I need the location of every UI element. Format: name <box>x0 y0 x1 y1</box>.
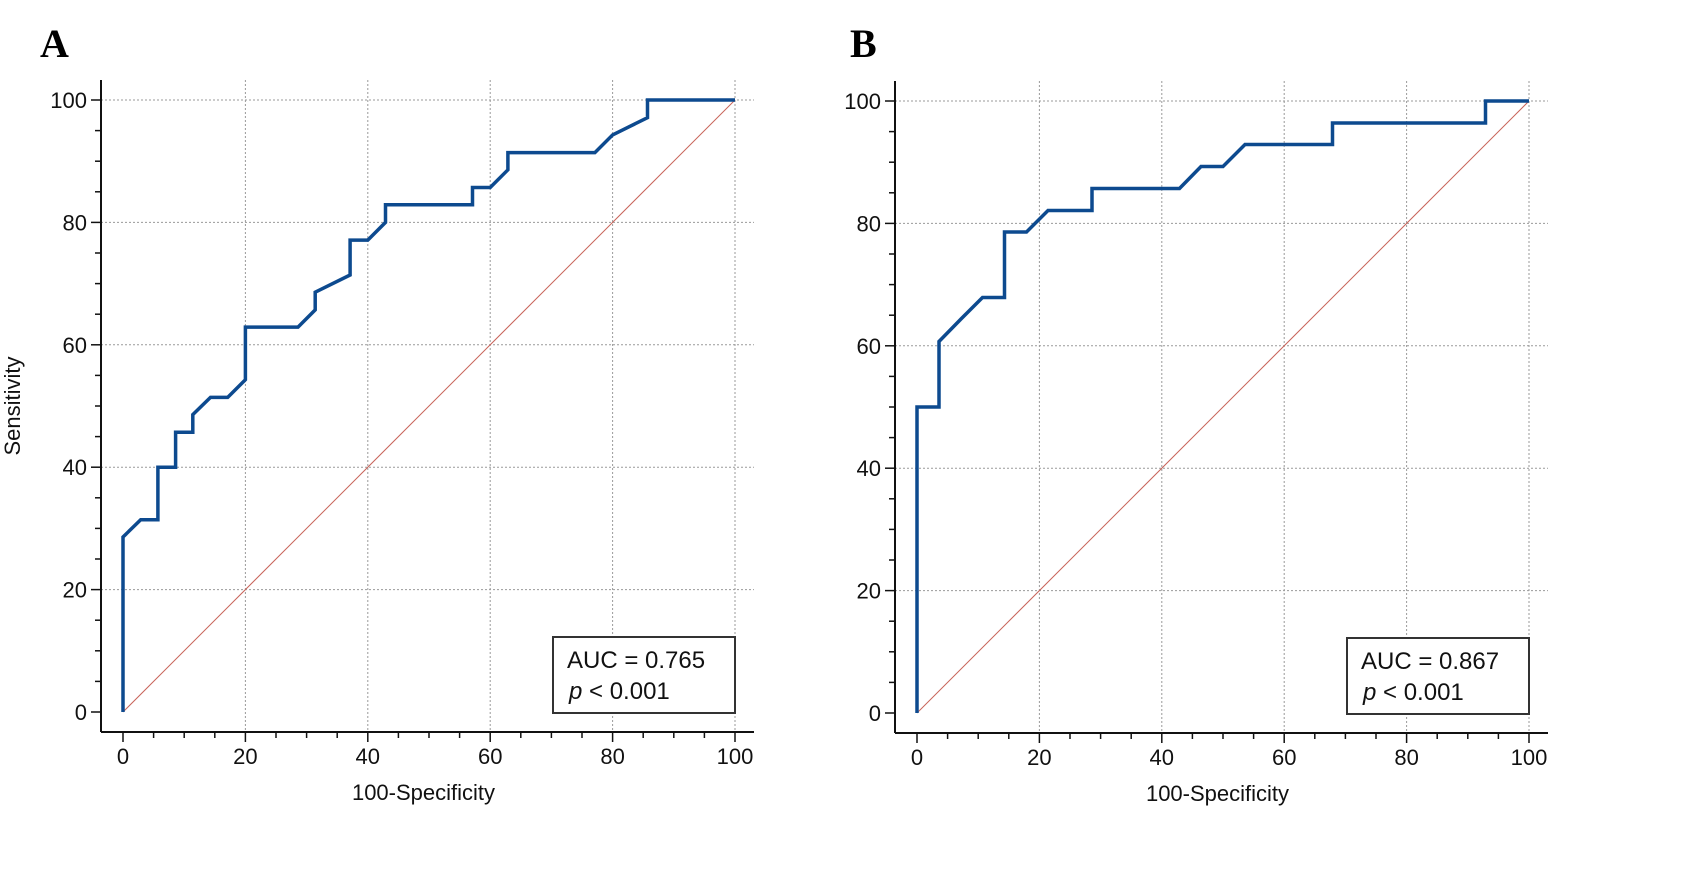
x-tick-label: 20 <box>1027 745 1051 770</box>
y-tick-label: 80 <box>63 210 87 235</box>
x-axis-title: 100-Specificity <box>352 780 495 805</box>
y-tick-label: 100 <box>50 88 87 113</box>
y-tick-label: 80 <box>857 211 881 236</box>
p-symbol: p <box>568 678 582 705</box>
p-value-label: p < 0.001 <box>1362 679 1464 706</box>
y-tick-label: 20 <box>857 579 881 604</box>
x-tick-label: 40 <box>356 744 380 769</box>
roc-panel-b: B 0 20 40 60 80 100 0 20 40 60 80 100 100-Specificit… <box>843 0 1686 877</box>
y-tick-label: 40 <box>63 455 87 480</box>
y-axis-title: Sensitivity <box>0 356 25 455</box>
x-tick-label: 20 <box>233 744 257 769</box>
stats-box <box>1346 637 1530 715</box>
x-axis-title: 100-Specificity <box>1146 781 1289 806</box>
y-tick-label: 0 <box>75 700 87 725</box>
roc-curve <box>121 98 735 712</box>
y-tick-label: 20 <box>63 578 87 603</box>
x-tick-label: 80 <box>600 744 624 769</box>
roc-chart-b: 020406080100020406080100100-SpecificityS… <box>844 81 1548 806</box>
stats-box <box>552 636 736 714</box>
p-value-label: p < 0.001 <box>568 678 670 705</box>
auc-label: AUC = 0.867 <box>1361 648 1499 675</box>
auc-label: AUC = 0.765 <box>567 647 705 674</box>
x-tick-label: 60 <box>1272 745 1296 770</box>
x-tick-label: 60 <box>478 744 502 769</box>
p-symbol: p <box>1362 679 1376 706</box>
x-tick-label: 100 <box>717 744 754 769</box>
y-tick-label: 60 <box>63 333 87 358</box>
p-value: < 0.001 <box>1376 679 1463 706</box>
y-tick-label: 60 <box>857 334 881 359</box>
x-tick-label: 0 <box>117 744 129 769</box>
y-tick-label: 40 <box>857 456 881 481</box>
roc-curve <box>915 99 1529 713</box>
panel-label-b: B <box>850 21 877 66</box>
x-tick-label: 0 <box>911 745 923 770</box>
x-tick-label: 40 <box>1150 745 1174 770</box>
y-tick-label: 0 <box>869 701 881 726</box>
p-value: < 0.001 <box>582 678 669 705</box>
x-tick-label: 100 <box>1511 745 1548 770</box>
roc-chart-a: 0 20 40 60 80 100 0 20 40 60 80 100 100-Specificity S… <box>0 80 754 805</box>
reference-diagonal <box>122 99 736 713</box>
panel-label-a: A <box>40 21 69 66</box>
reference-diagonal <box>916 100 1530 714</box>
x-tick-label: 80 <box>1394 745 1418 770</box>
y-tick-label: 100 <box>844 89 881 114</box>
roc-panel-a: A 0 20 40 60 80 100 0 20 40 60 80 100 100-Specificit… <box>0 21 754 805</box>
